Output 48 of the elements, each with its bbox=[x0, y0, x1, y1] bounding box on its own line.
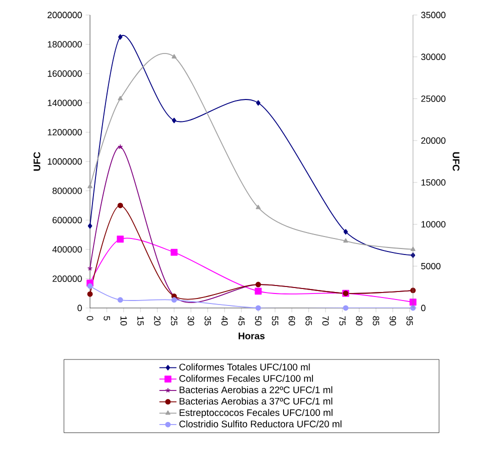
x-tick-label: 30 bbox=[188, 316, 194, 326]
y-tick-label: 600000 bbox=[52, 216, 82, 224]
y-tick-label: 1800000 bbox=[48, 41, 82, 48]
y2-tick-label: 0 bbox=[421, 304, 426, 312]
x-tick-label: 75 bbox=[339, 316, 346, 326]
x-tick-label: 45 bbox=[238, 316, 245, 326]
x-tick-label: 10 bbox=[120, 316, 127, 326]
y-axis-title: UFC bbox=[34, 152, 40, 171]
x-tick-label: 95 bbox=[406, 316, 413, 326]
y-tick-label: 1400000 bbox=[48, 100, 82, 106]
y-tick-label: 1000000 bbox=[48, 158, 82, 165]
x-tick-label: 0 bbox=[86, 316, 94, 320]
y2-tick-label: 20000 bbox=[421, 137, 446, 144]
legend-label: Estreptoccocos Fecales UFC/100 ml bbox=[180, 408, 332, 418]
x-axis-title: Horas bbox=[238, 332, 265, 340]
y2-tick-label: 25000 bbox=[421, 96, 446, 102]
x-tick-label: 50 bbox=[255, 316, 262, 326]
x-tick-label: 35 bbox=[204, 316, 211, 326]
legend-label: Coliformes Totales UFC/100 ml bbox=[179, 363, 310, 370]
legend-label: Clostridio Sulfito Reductora UFC/20 ml bbox=[179, 420, 342, 428]
y2-tick-label: 30000 bbox=[421, 54, 446, 60]
x-tick-label: 20 bbox=[154, 316, 160, 326]
y-tick-label: 800000 bbox=[52, 188, 82, 194]
y-tick-label: 2000000 bbox=[48, 12, 82, 18]
y2-tick-label: 10000 bbox=[421, 221, 446, 228]
x-tick-label: 55 bbox=[272, 316, 278, 326]
x-tick-label: 40 bbox=[221, 316, 228, 326]
y-tick-label: 1200000 bbox=[48, 129, 82, 136]
x-tick-label: 90 bbox=[390, 316, 396, 326]
y-tick-label: 400000 bbox=[52, 246, 82, 253]
x-tick-label: 70 bbox=[322, 316, 329, 326]
x-tick-label: 5 bbox=[104, 316, 110, 320]
x-tick-label: 65 bbox=[306, 316, 312, 326]
x-tick-label: 85 bbox=[372, 316, 380, 326]
y2-tick-label: 5000 bbox=[421, 262, 440, 270]
legend-label: Bacterias Aerobias a 37ºC UFC/1 ml bbox=[180, 398, 332, 405]
legend-label: Coliformes Fecales UFC/100 ml bbox=[179, 374, 313, 382]
y-tick-label: 0 bbox=[78, 304, 82, 312]
y-tick-label: 1600000 bbox=[48, 70, 82, 77]
x-tick-label: 60 bbox=[288, 316, 296, 326]
x-tick-label: 80 bbox=[356, 316, 362, 326]
y2-tick-label: 15000 bbox=[421, 179, 446, 186]
x-tick-label: 15 bbox=[137, 316, 144, 326]
y-tick-label: 200000 bbox=[52, 276, 82, 282]
y2-tick-label: 35000 bbox=[421, 12, 446, 18]
x-tick-label: 25 bbox=[170, 316, 178, 326]
legend-label: Bacterias Aerobias a 22ºC UFC/1 ml bbox=[180, 386, 332, 394]
y2-axis-title: UFC bbox=[452, 152, 460, 171]
